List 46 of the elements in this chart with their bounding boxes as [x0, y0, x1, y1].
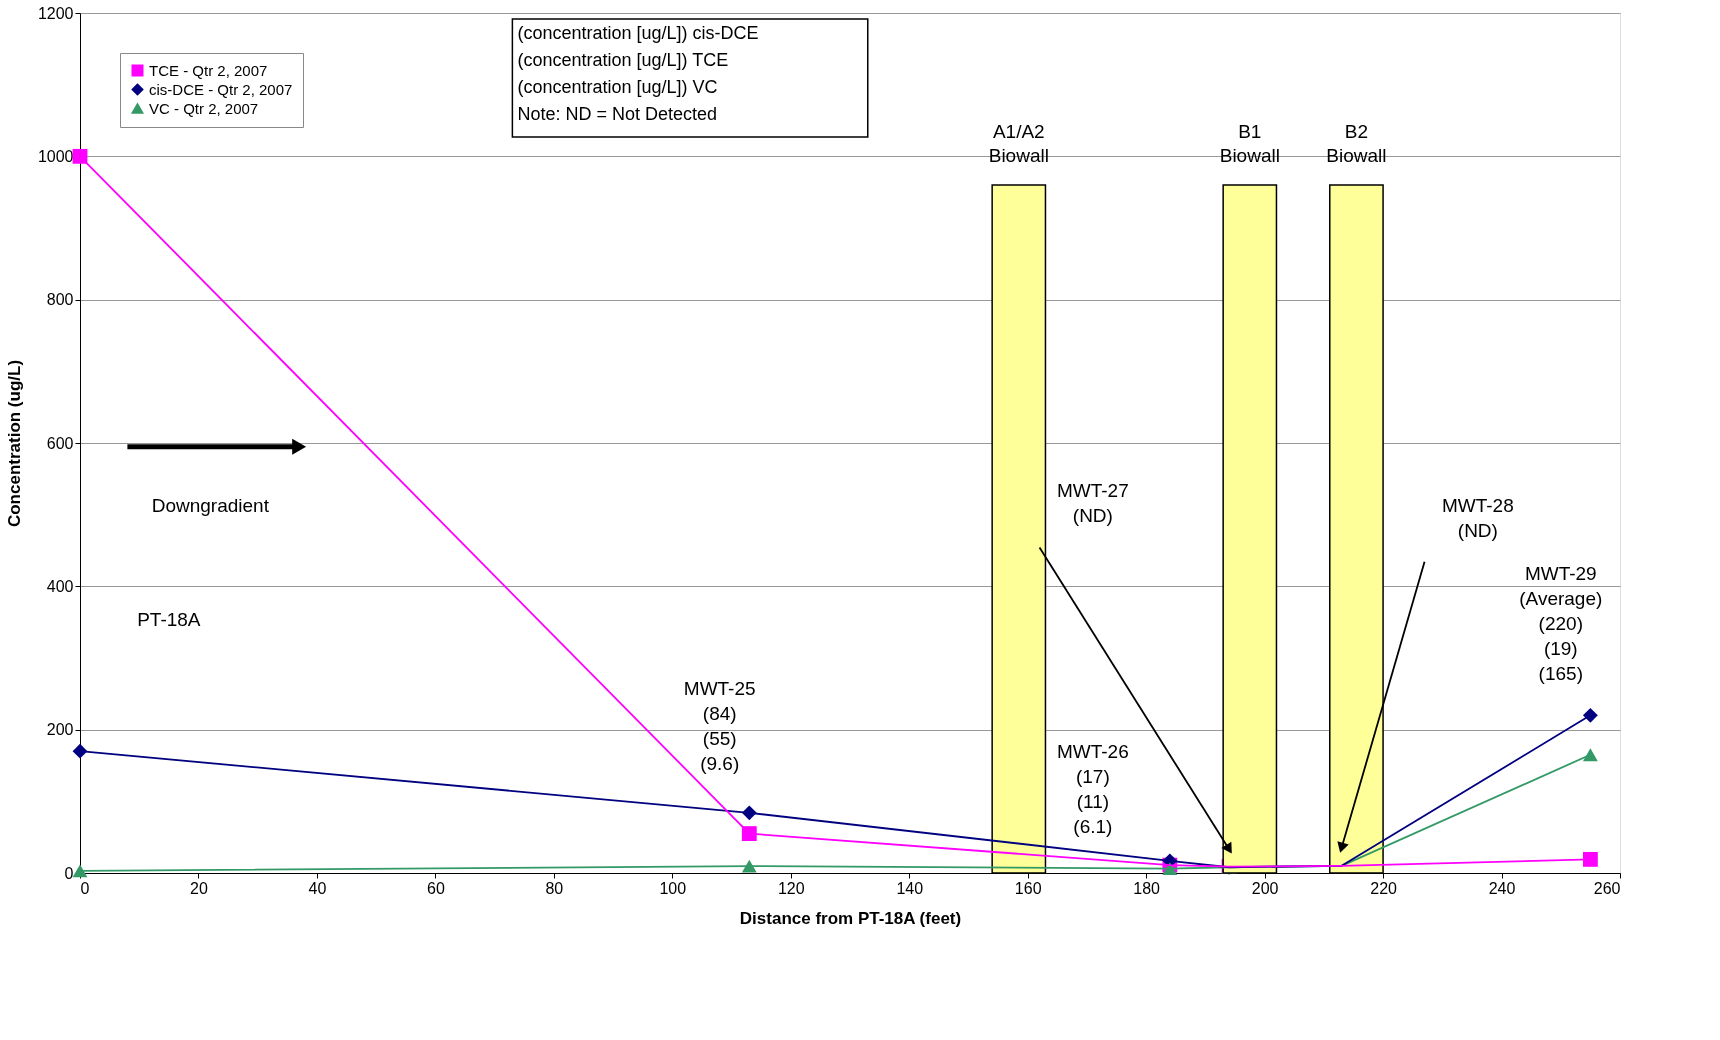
- x-tick-label: 80: [545, 879, 564, 897]
- point: [72, 148, 88, 164]
- annotation: (concentration [ug/L]) cis-DCE: [517, 23, 759, 43]
- x-axis-title: Distance from PT-18A (feet): [739, 908, 962, 928]
- annotation: (concentration [ug/L]) TCE: [517, 50, 729, 70]
- y-tick-label: 200: [46, 721, 74, 739]
- x-tick-label: 240: [1488, 879, 1516, 897]
- x-tick-label: 120: [777, 879, 805, 897]
- x-tick-label: 220: [1370, 879, 1398, 897]
- x-tick-label: 200: [1251, 879, 1279, 897]
- x-tick-label: 260: [1593, 879, 1621, 897]
- x-tick-label: 160: [1014, 879, 1042, 897]
- x-tick-label: 60: [426, 879, 445, 897]
- annotation: PT-18A: [137, 609, 201, 631]
- legend-label: cis-DCE - Qtr 2, 2007: [149, 80, 293, 98]
- band-label: B1 Biowall: [1219, 121, 1280, 166]
- point: [72, 864, 88, 878]
- legend-label: TCE - Qtr 2, 2007: [149, 61, 268, 79]
- band-label: A1/A2 Biowall: [988, 121, 1049, 166]
- annotation: MWT-28 (ND): [1441, 494, 1514, 541]
- annotation: MWT-26 (17) (11) (6.1): [1056, 740, 1129, 837]
- point: [741, 859, 757, 873]
- band-label: B2 Biowall: [1326, 121, 1387, 166]
- legend-label: VC - Qtr 2, 2007: [149, 99, 259, 117]
- y-axis-title: Concentration (ug/L): [4, 359, 24, 528]
- y-tick-label: 1000: [37, 147, 74, 165]
- annotation: MWT-27 (ND): [1056, 480, 1129, 527]
- annotation: Downgradient: [151, 494, 270, 516]
- x-tick-label: 140: [896, 879, 924, 897]
- annotation: (concentration [ug/L]) VC: [517, 77, 718, 97]
- y-tick-label: 1200: [37, 4, 74, 22]
- x-tick-label: 180: [1133, 879, 1161, 897]
- x-tick-label: 0: [80, 879, 90, 897]
- x-tick-label: 40: [308, 879, 327, 897]
- annotation: MWT-29 (Average) (220) (19) (165): [1519, 562, 1603, 684]
- point: [72, 743, 88, 759]
- annotation: Note: ND = Not Detected: [517, 104, 717, 124]
- x-tick-label: 100: [659, 879, 687, 897]
- point: [1582, 707, 1598, 723]
- y-tick-label: 400: [46, 577, 74, 595]
- point: [1582, 851, 1598, 867]
- y-tick-label: 0: [64, 864, 74, 882]
- y-tick-label: 600: [46, 434, 74, 452]
- annotation: MWT-25 (84) (55) (9.6): [683, 677, 756, 774]
- y-tick-label: 800: [46, 291, 74, 309]
- x-tick-label: 20: [190, 879, 208, 897]
